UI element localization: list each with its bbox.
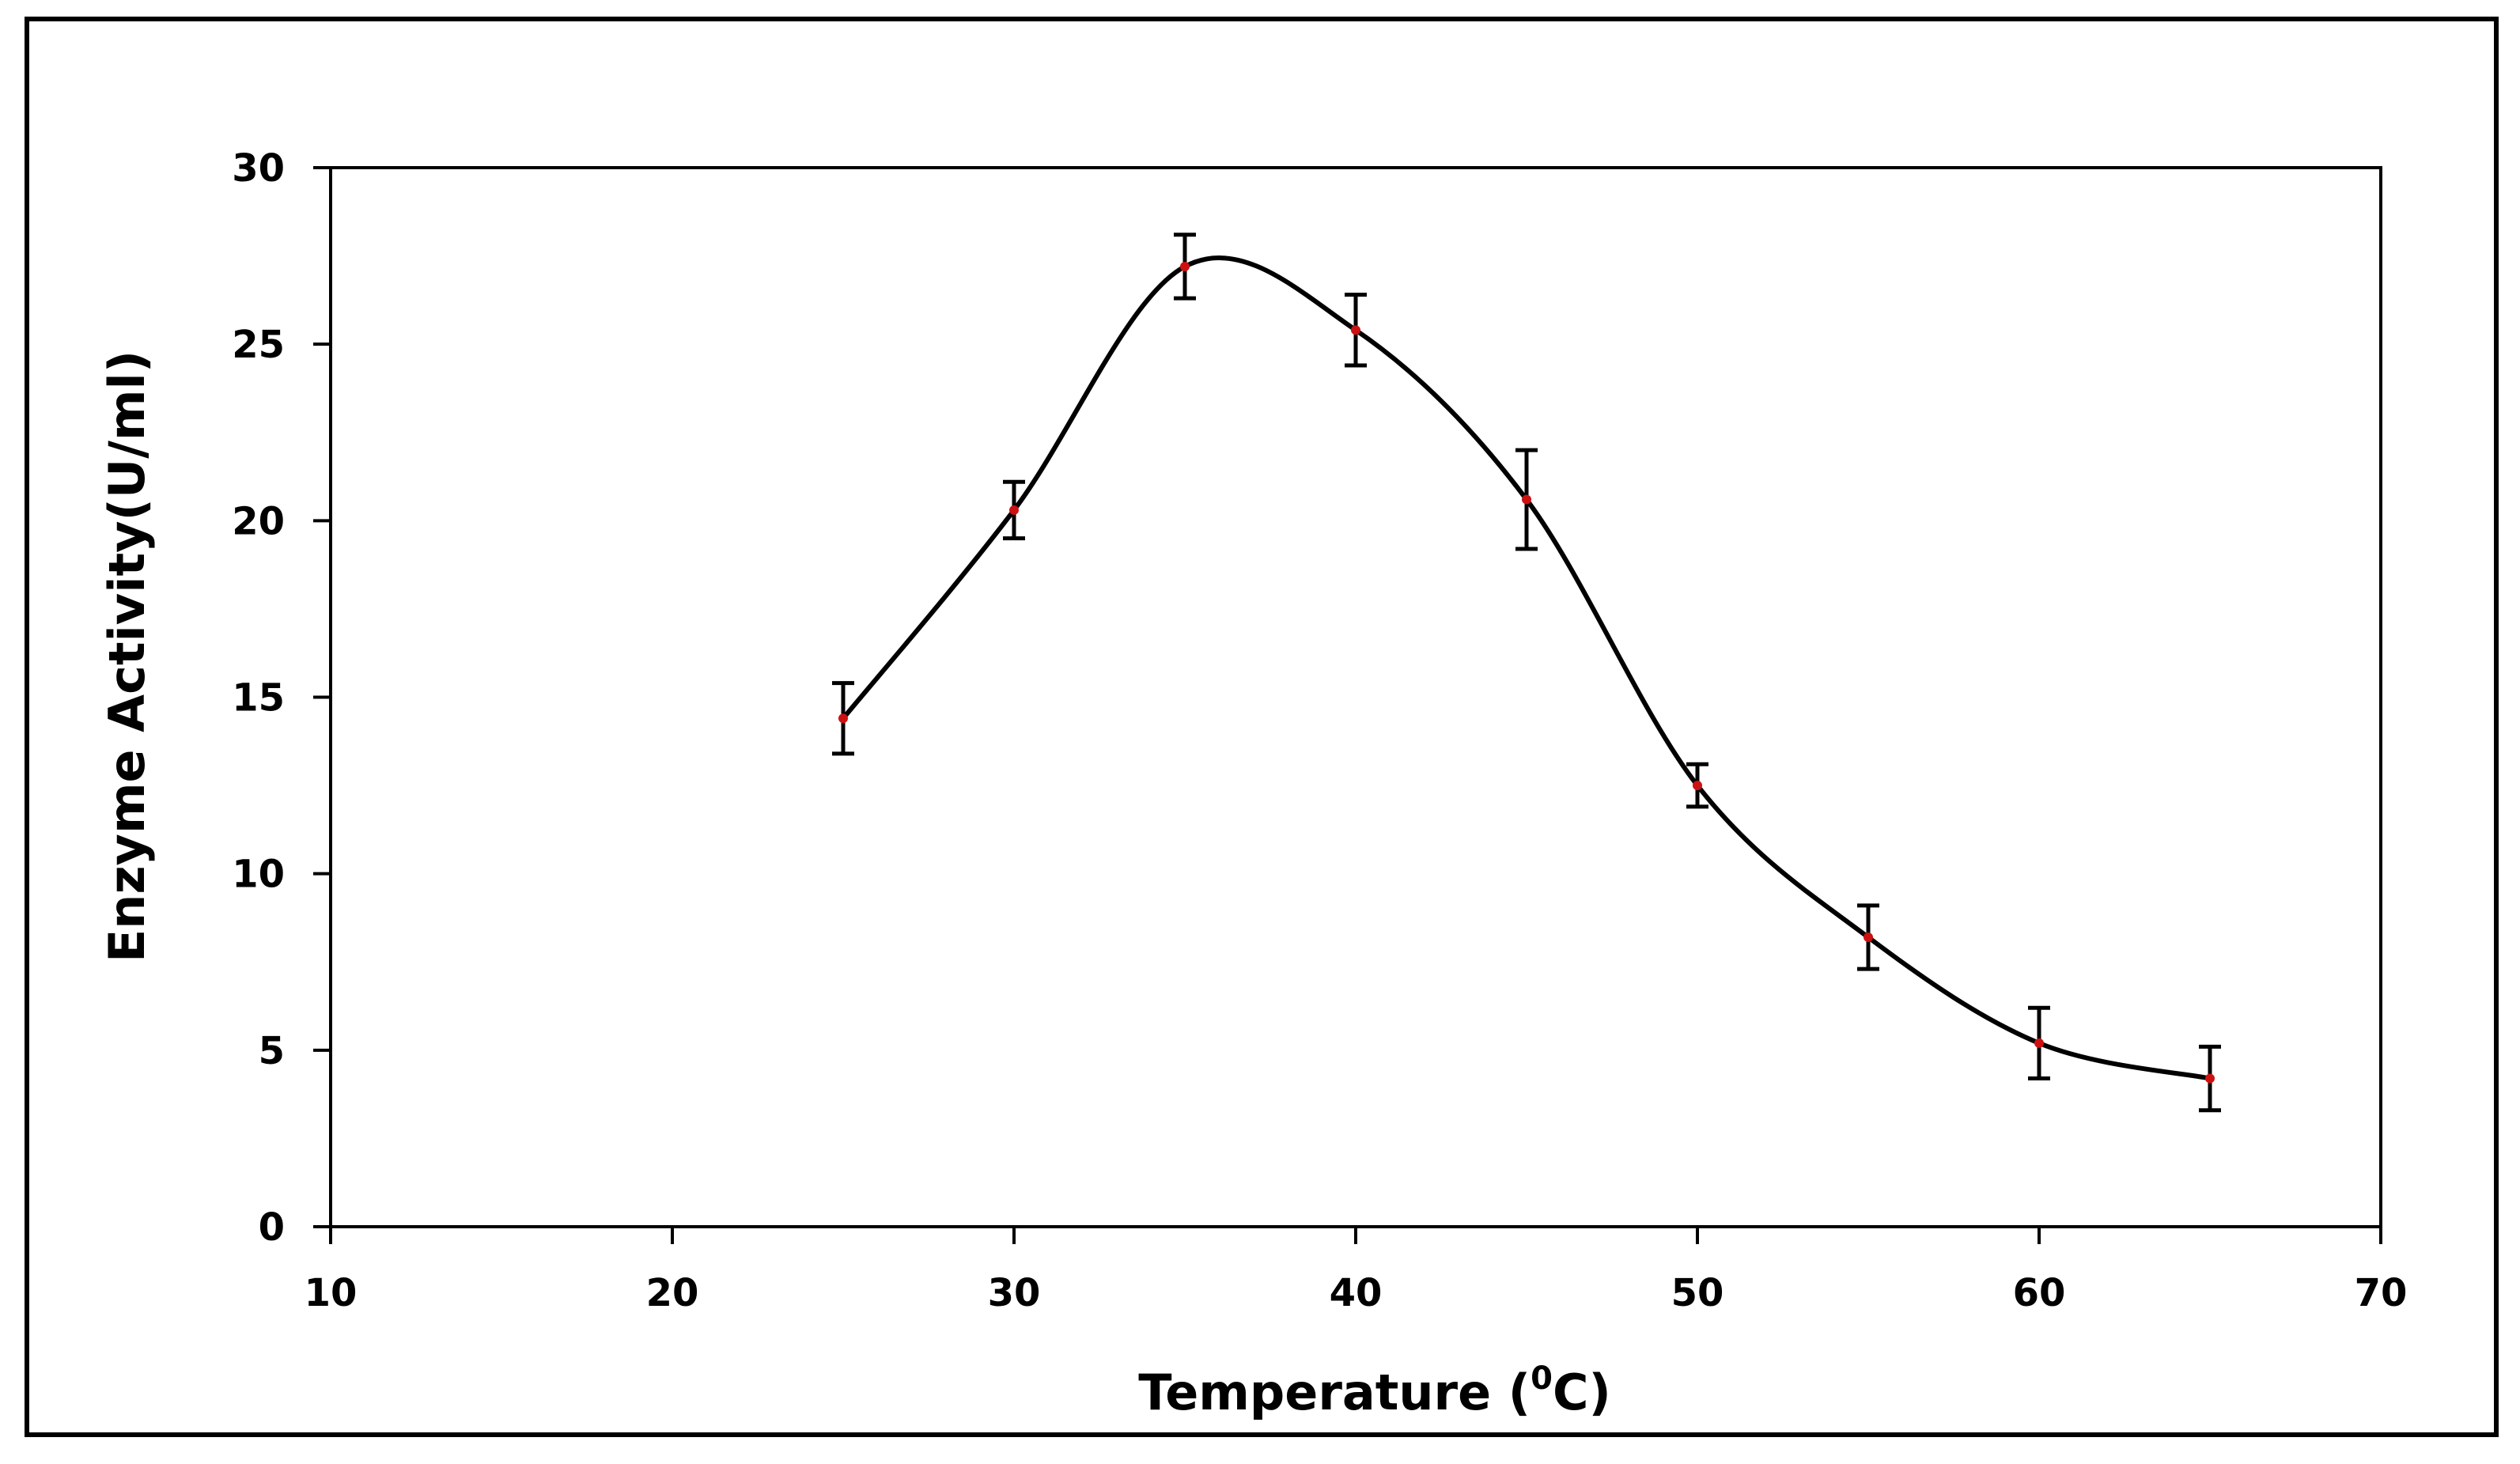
data-point [1003,479,1025,541]
x-tick-label: 20 [646,1271,699,1315]
data-marker [2205,1073,2215,1084]
y-axis: 0 5 10 15 20 25 30 [232,146,331,1250]
x-axis-title-unit: C) [1553,1364,1611,1421]
data-marker [2034,1038,2044,1048]
data-marker [1180,261,1190,271]
data-point [1345,293,1367,368]
data-point [1686,762,1708,809]
series-line [841,255,2211,1081]
data-marker [1864,932,1873,943]
series-enzyme-activity [832,233,2221,1113]
data-marker [1522,494,1531,505]
outer-frame [25,17,2499,1437]
y-axis-title: Enzyme Activity(U/ml) [98,350,156,963]
x-tick-label: 50 [1671,1271,1724,1315]
y-tick-label: 20 [232,499,285,543]
data-marker [1693,781,1702,791]
y-tick-label: 30 [232,146,285,191]
x-axis-title: Temperature (0C) [1138,1360,1611,1421]
x-axis: 10 20 30 40 50 60 70 [305,1227,2408,1315]
data-marker [838,713,848,724]
y-tick-label: 0 [259,1205,285,1250]
data-point [1515,448,1538,551]
data-point [1857,903,1879,971]
y-tick-label: 25 [232,323,285,367]
x-tick-label: 60 [2013,1271,2066,1315]
y-tick-label: 10 [232,853,285,897]
x-axis-title-main: Temperature ( [1138,1364,1531,1421]
data-point [2028,1005,2050,1081]
x-tick-label: 10 [305,1271,358,1315]
x-axis-title-superscript: 0 [1531,1360,1553,1397]
x-tick-label: 40 [1330,1271,1383,1315]
data-point [2199,1044,2221,1113]
data-marker [1351,325,1360,335]
x-tick-label: 70 [2355,1271,2408,1315]
data-point [832,681,854,756]
y-tick-label: 5 [259,1029,285,1073]
data-marker [1009,505,1019,515]
x-tick-label: 30 [988,1271,1041,1315]
data-point [1174,233,1196,301]
y-tick-label: 15 [232,676,285,721]
